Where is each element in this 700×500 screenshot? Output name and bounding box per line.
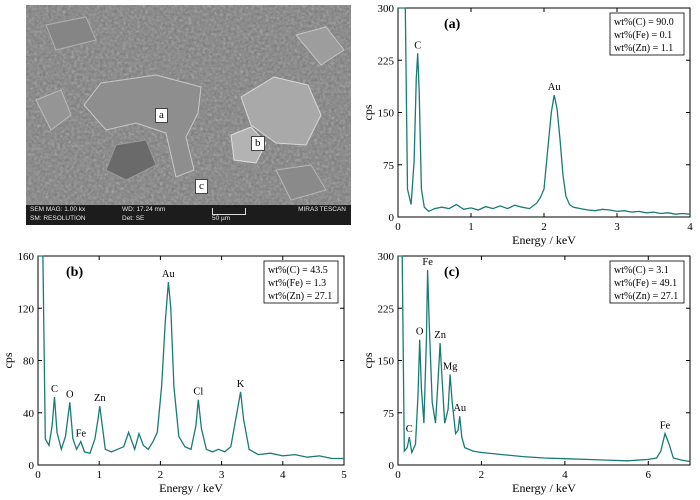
- peak-label-fe: Fe: [76, 428, 87, 439]
- sem-label-c: c: [195, 179, 208, 194]
- legend-entry: wt%(C) = 3.1: [614, 265, 669, 276]
- legend-entry: wt%(Fe) = 49.1: [614, 278, 677, 289]
- x-tick-label: 1: [468, 221, 474, 233]
- sem-scale-bar: [212, 208, 246, 215]
- x-tick-label: 4: [562, 469, 568, 481]
- sem-label-b: b: [251, 136, 265, 151]
- y-tick-label: 80: [23, 356, 35, 368]
- y-tick-label: 160: [18, 251, 35, 263]
- y-tick-label: 0: [29, 460, 35, 472]
- y-tick-label: 75: [383, 160, 395, 172]
- peak-label-au: Au: [453, 403, 467, 414]
- legend-entry: wt%(Fe) = 0.1: [614, 30, 672, 41]
- peak-label-zn: Zn: [434, 330, 446, 341]
- peak-label-zn: Zn: [94, 393, 106, 404]
- x-tick-label: 5: [341, 469, 347, 481]
- legend-box: [263, 260, 339, 304]
- sem-brand: MIRA3 TESCAN: [298, 206, 346, 213]
- x-tick-label: 0: [395, 469, 401, 481]
- x-tick-label: 6: [646, 469, 652, 481]
- x-axis-label: Energy / keV: [512, 481, 576, 495]
- legend-entry: wt%(Zn) = 27.1: [268, 291, 332, 302]
- spectrum-line: [398, 255, 691, 463]
- x-axis-label: Energy / keV: [512, 233, 576, 247]
- peak-label-mg: Mg: [443, 361, 458, 372]
- x-tick-label: 0: [35, 469, 41, 481]
- peak-label-cl: Cl: [193, 387, 203, 398]
- peak-label-fe: Fe: [422, 257, 433, 268]
- x-tick-label: 2: [158, 469, 164, 481]
- y-tick-label: 300: [378, 251, 395, 263]
- peak-label-au: Au: [548, 82, 562, 93]
- x-tick-label: 3: [614, 221, 620, 233]
- panel-label: (a): [444, 17, 461, 32]
- legend-box: [609, 260, 685, 304]
- spectrum-chart-3: 0 2 4 6 0 75 150 225 300 Energy / keV cps (c) wt%(C)…: [361, 251, 691, 495]
- spectrum-line: [398, 7, 691, 215]
- y-tick-label: 75: [383, 408, 395, 420]
- legend-box: [609, 12, 685, 56]
- sem-texture: [26, 5, 351, 205]
- panel-label: (b): [66, 265, 83, 280]
- y-tick-label: 0: [389, 212, 395, 224]
- x-tick-label: 2: [541, 221, 547, 233]
- x-tick-label: 4: [687, 221, 693, 233]
- sem-info-bar: SEM MAG: 1.00 kx WD: 17.24 mm MIRA3 TESC…: [26, 205, 351, 225]
- legend-entry: wt%(C) = 43.5: [268, 265, 328, 276]
- legend-entry: wt%(Fe) = 1.3: [268, 278, 326, 289]
- sem-scale-label: 50 µm: [212, 215, 231, 222]
- x-tick-label: 4: [280, 469, 286, 481]
- y-tick-label: 120: [18, 303, 35, 315]
- y-axis-label: cps: [1, 352, 15, 368]
- sem-wd: WD: 17.24 mm: [122, 206, 166, 213]
- x-axis-label: Energy / keV: [159, 481, 223, 495]
- peak-label-c: C: [51, 384, 58, 395]
- panel-label: (c): [444, 265, 460, 280]
- sem-mag: SEM MAG: 1.00 kx: [30, 206, 86, 213]
- x-tick-label: 1: [96, 469, 102, 481]
- spectrum-chart-2: 0 1 2 3 4 5 0 40 80 120 160 Energy / keV cps (b) wt%(C…: [1, 251, 347, 495]
- peak-label-o: O: [416, 327, 424, 338]
- y-axis-label: cps: [361, 104, 375, 120]
- peak-label-o: O: [66, 389, 74, 400]
- y-axis-label: cps: [361, 352, 375, 368]
- y-tick-label: 0: [389, 460, 395, 472]
- y-tick-label: 40: [23, 408, 35, 420]
- legend-entry: wt%(C) = 90.0: [614, 17, 674, 28]
- peak-label-k: K: [237, 379, 245, 390]
- sem-micrograph: a b c SEM MAG: 1.00 kx WD: 17.24 mm MIRA…: [26, 5, 351, 225]
- legend-entry: wt%(Zn) = 27.1: [614, 291, 678, 302]
- x-tick-label: 2: [479, 469, 485, 481]
- peak-label-c: C: [406, 424, 413, 435]
- spectrum-chart-1: 0 1 2 3 4 0 75 150 225 300 Energy / keV cps (a) wt%(C…: [361, 3, 693, 247]
- peak-label-au: Au: [162, 269, 176, 280]
- sem-label-a: a: [155, 108, 168, 123]
- y-tick-label: 225: [378, 55, 395, 67]
- peak-label-fe: Fe: [660, 421, 671, 432]
- y-tick-label: 225: [378, 303, 395, 315]
- sem-mode: SM: RESOLUTION: [30, 215, 86, 222]
- sem-detector: Det: SE: [122, 215, 145, 222]
- spectrum-line: [38, 255, 344, 460]
- x-tick-label: 0: [395, 221, 401, 233]
- y-tick-label: 150: [378, 108, 395, 120]
- legend-entry: wt%(Zn) = 1.1: [614, 43, 673, 54]
- y-tick-label: 150: [378, 356, 395, 368]
- y-tick-label: 300: [378, 3, 395, 15]
- peak-label-c: C: [414, 40, 421, 51]
- x-tick-label: 3: [219, 469, 225, 481]
